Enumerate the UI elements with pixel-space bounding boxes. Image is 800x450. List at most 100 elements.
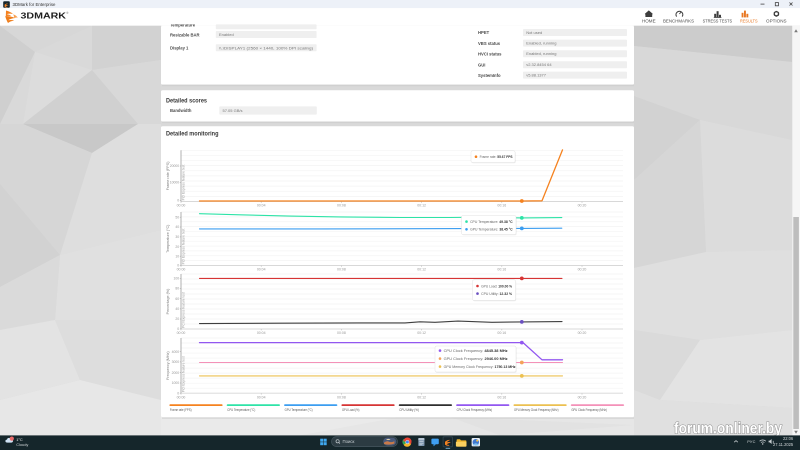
svg-text:00:00: 00:00 [177, 395, 186, 399]
svg-text:РУС: РУС [747, 439, 755, 444]
svg-text:PCI Express feature test: PCI Express feature test [182, 292, 186, 328]
svg-text:80: 80 [175, 287, 179, 291]
svg-text:57.05 GB/s: 57.05 GB/s [223, 108, 243, 113]
svg-text:OPTIONS: OPTIONS [766, 19, 787, 24]
svg-text:00:00: 00:00 [177, 268, 186, 272]
svg-text:00:12: 00:12 [417, 268, 426, 272]
svg-text:Detailed scores: Detailed scores [166, 97, 207, 104]
svg-text:22:06: 22:06 [783, 436, 794, 441]
svg-text:0: 0 [177, 327, 179, 331]
svg-text:GPU Clock Frequency (MHz): GPU Clock Frequency (MHz) [571, 408, 607, 412]
svg-text:27.11.2025: 27.11.2025 [773, 442, 794, 447]
svg-text:40: 40 [175, 225, 179, 229]
svg-text:Display 1: Display 1 [170, 46, 189, 51]
svg-text:Cloudy: Cloudy [16, 442, 28, 447]
svg-text:GUI: GUI [478, 62, 485, 67]
svg-text:Resizable BAR: Resizable BAR [170, 32, 200, 37]
svg-text:00:20: 00:20 [578, 204, 587, 208]
svg-text:00:16: 00:16 [497, 331, 506, 335]
svg-text:CPU Utility: 12.32 %: CPU Utility: 12.32 % [481, 292, 513, 296]
svg-text:HPET: HPET [478, 30, 490, 35]
svg-text:50: 50 [175, 215, 179, 219]
svg-text:GPU Temperature: 38.45 °C: GPU Temperature: 38.45 °C [470, 228, 513, 232]
svg-text:CPU Utility (%): CPU Utility (%) [399, 408, 419, 412]
svg-text:RESULTS: RESULTS [740, 19, 758, 24]
svg-text:2000: 2000 [172, 371, 180, 375]
svg-text:HVCI status: HVCI status [478, 51, 502, 56]
svg-text:Frame rate (FPS): Frame rate (FPS) [170, 408, 192, 412]
svg-text:00:00: 00:00 [177, 204, 186, 208]
svg-text:00:20: 00:20 [578, 395, 587, 399]
svg-text:00:00: 00:00 [177, 331, 186, 335]
svg-text:CPU Temperature: 49.38 °C: CPU Temperature: 49.38 °C [470, 220, 513, 224]
svg-text:00:04: 00:04 [257, 204, 266, 208]
svg-text:CPU Temperature (°C): CPU Temperature (°C) [227, 408, 255, 412]
svg-text:00:08: 00:08 [337, 268, 346, 272]
svg-text:3DMark for Enterprise: 3DMark for Enterprise [13, 2, 56, 7]
svg-text:00:04: 00:04 [257, 331, 266, 335]
svg-text:forum.onliner.by: forum.onliner.by [674, 421, 782, 438]
svg-text:00:16: 00:16 [497, 395, 506, 399]
svg-text:PCI Express feature test: PCI Express feature test [182, 165, 186, 201]
svg-text:Поиск: Поиск [343, 439, 355, 444]
svg-text:Enabled, running: Enabled, running [526, 51, 556, 56]
svg-text:Temperature: Temperature [170, 23, 196, 28]
svg-text:Enabled, running: Enabled, running [526, 41, 556, 46]
svg-text:BENCHMARKS: BENCHMARKS [663, 19, 694, 24]
svg-text:30: 30 [175, 235, 179, 239]
svg-text:Temperature (°C): Temperature (°C) [166, 225, 170, 253]
svg-text:00:12: 00:12 [417, 395, 426, 399]
svg-text:10: 10 [175, 254, 179, 258]
svg-text:00:08: 00:08 [337, 331, 346, 335]
svg-text:00:20: 00:20 [578, 268, 587, 272]
svg-text:3DMARK: 3DMARK [21, 11, 67, 21]
svg-text:PCI Express feature test: PCI Express feature test [182, 229, 186, 265]
svg-text:10000: 10000 [170, 181, 180, 185]
svg-text:00:08: 00:08 [337, 395, 346, 399]
svg-text:\\.\DISPLAY1 (2560 × 1440, 100: \\.\DISPLAY1 (2560 × 1440, 100% DPI scal… [219, 45, 314, 50]
svg-text:HOME: HOME [642, 19, 656, 24]
svg-text:GPU Memory Clock Frequency: 17: GPU Memory Clock Frequency: 1750.13 MHz [444, 365, 516, 369]
svg-text:00:16: 00:16 [497, 204, 506, 208]
svg-text:3000: 3000 [172, 360, 180, 364]
svg-text:Enabled: Enabled [219, 32, 234, 37]
svg-text:00:12: 00:12 [417, 204, 426, 208]
svg-text:Frame rate: 55.67 FPS: Frame rate: 55.67 FPS [480, 155, 513, 159]
svg-text:v2.32.8454 64: v2.32.8454 64 [526, 62, 552, 67]
svg-text:00:16: 00:16 [497, 268, 506, 272]
svg-text:00:04: 00:04 [257, 268, 266, 272]
svg-text:STRESS TESTS: STRESS TESTS [703, 19, 733, 24]
svg-text:0: 0 [177, 264, 179, 268]
svg-text:SystemInfo: SystemInfo [478, 73, 501, 78]
svg-text:4000: 4000 [172, 350, 180, 354]
svg-text:00:08: 00:08 [337, 204, 346, 208]
svg-text:40: 40 [175, 307, 179, 311]
svg-text:Detailed monitoring: Detailed monitoring [166, 130, 219, 137]
svg-text:Not used: Not used [526, 30, 542, 35]
svg-text:GPU Clock Frequency: 2946.00 M: GPU Clock Frequency: 2946.00 MHz [444, 357, 508, 361]
svg-text:GPU Load: 100.00 %: GPU Load: 100.00 % [481, 284, 513, 288]
svg-text:00:20: 00:20 [578, 331, 587, 335]
svg-text:CPU Clock Frequency: 4845.38 M: CPU Clock Frequency: 4845.38 MHz [444, 349, 508, 353]
svg-text:1°C: 1°C [16, 437, 23, 442]
svg-text:Frame rate (FPS): Frame rate (FPS) [166, 162, 170, 191]
svg-text:®: ® [66, 11, 69, 15]
svg-text:0: 0 [177, 391, 179, 395]
svg-text:CPU Clock Frequency (MHz): CPU Clock Frequency (MHz) [457, 408, 493, 412]
svg-text:Percentage (%): Percentage (%) [166, 289, 170, 315]
svg-text:20: 20 [175, 245, 179, 249]
svg-text:20: 20 [175, 317, 179, 321]
svg-text:60: 60 [175, 297, 179, 301]
svg-text:GPU Memory Clock Frequency (MH: GPU Memory Clock Frequency (MHz) [514, 408, 559, 412]
svg-text:0: 0 [177, 199, 179, 203]
svg-text:GPU Load (%): GPU Load (%) [342, 408, 360, 412]
svg-text:GPU Temperature (°C): GPU Temperature (°C) [285, 408, 313, 412]
svg-text:00:12: 00:12 [417, 331, 426, 335]
svg-text:20000: 20000 [170, 164, 180, 168]
svg-text:00:04: 00:04 [257, 395, 266, 399]
svg-text:100: 100 [174, 277, 180, 281]
svg-text:Frequency (MHz): Frequency (MHz) [166, 351, 170, 379]
svg-text:PCI Express feature test: PCI Express feature test [182, 356, 186, 392]
svg-text:1000: 1000 [172, 381, 180, 385]
svg-text:Bandwidth: Bandwidth [170, 108, 192, 113]
